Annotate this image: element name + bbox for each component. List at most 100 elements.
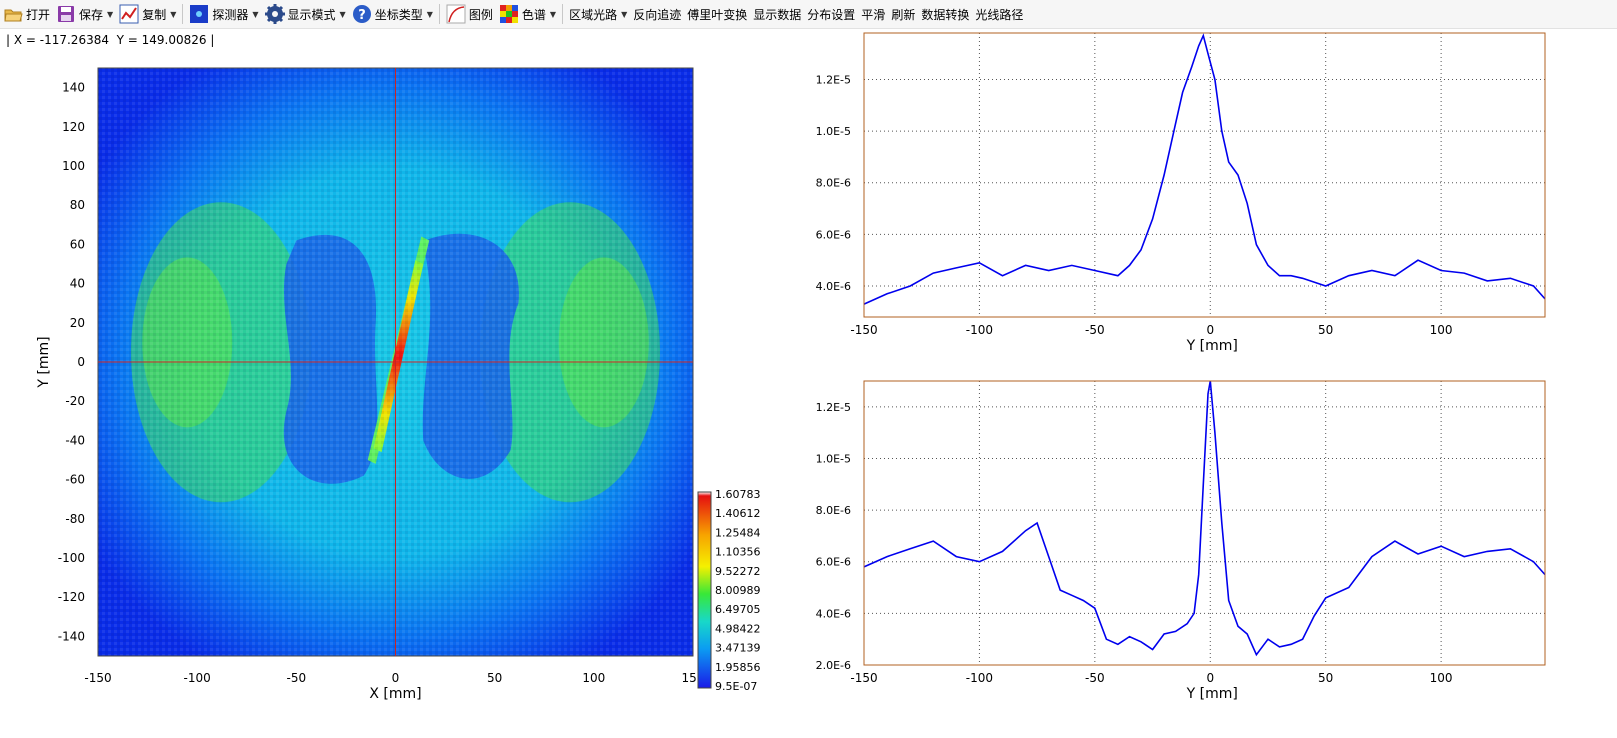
toolbar-button-11[interactable]: 显示数据 bbox=[750, 1, 804, 27]
detector-icon bbox=[189, 4, 209, 24]
toolbar-button-label: 数据转换 bbox=[921, 7, 970, 22]
y-tick-label: 8.0E-6 bbox=[816, 177, 851, 190]
colorbar-label: 4.98422E-06 bbox=[715, 622, 760, 635]
y-tick-label: 1.0E-5 bbox=[816, 125, 851, 138]
toolbar-button-5[interactable]: ? 坐标类型 ▼ bbox=[349, 1, 436, 27]
colorbar-label: 8.00989E-06 bbox=[715, 584, 760, 597]
y-tick-label: -120 bbox=[58, 590, 85, 604]
colorbar-label: 1.25484E-05 bbox=[715, 526, 760, 539]
plot-area bbox=[864, 381, 1545, 665]
y-tick-label: 8.0E-6 bbox=[816, 504, 851, 517]
y-tick-label: 2.0E-6 bbox=[816, 659, 851, 672]
toolbar-button-12[interactable]: 分布设置 bbox=[804, 1, 858, 27]
toolbar-button-label: 打开 bbox=[26, 7, 51, 22]
toolbar-button-15[interactable]: 数据转换 bbox=[918, 1, 972, 27]
toolbar-separator bbox=[438, 4, 440, 24]
toolbar-button-label: 傅里叶变换 bbox=[687, 7, 748, 22]
toolbar-button-label: 区域光路 bbox=[569, 7, 618, 22]
toolbar-button-label: 图例 bbox=[468, 7, 493, 22]
colorbar bbox=[697, 491, 712, 689]
colorbar-label: 1.95856E-06 bbox=[715, 661, 760, 674]
y-tick-label: 4.0E-6 bbox=[816, 280, 851, 293]
folder-open-icon bbox=[3, 4, 23, 24]
y-tick-label: 0 bbox=[77, 355, 85, 369]
x-tick-label: -150 bbox=[84, 671, 111, 685]
help-icon: ? bbox=[352, 4, 372, 24]
toolbar-button-4[interactable]: 显示模式 ▼ bbox=[262, 1, 349, 27]
dropdown-arrow-icon[interactable]: ▼ bbox=[170, 9, 177, 19]
dropdown-arrow-icon[interactable]: ▼ bbox=[339, 9, 346, 19]
copy-chart-icon bbox=[119, 4, 139, 24]
x-tick-label: 0 bbox=[392, 671, 400, 685]
y-tick-label: 4.0E-6 bbox=[816, 607, 851, 620]
toolbar-separator bbox=[182, 4, 184, 24]
toolbar-button-2[interactable]: 复制 ▼ bbox=[116, 1, 179, 27]
x-tick-label: -100 bbox=[966, 671, 993, 685]
x-tick-label: 0 bbox=[1206, 671, 1214, 685]
dropdown-arrow-icon[interactable]: ▼ bbox=[107, 9, 114, 19]
toolbar-button-8[interactable]: 区域光路 ▼ bbox=[566, 1, 630, 27]
gear-icon bbox=[264, 4, 285, 24]
x-tick-label: -50 bbox=[1085, 323, 1105, 337]
x-tick-label: -100 bbox=[966, 323, 993, 337]
colorbar-label: 9.5E-07 bbox=[715, 680, 757, 693]
x-tick-label: 50 bbox=[1318, 323, 1333, 337]
toolbar-button-label: 反向追迹 bbox=[633, 7, 682, 22]
plot-area bbox=[864, 33, 1545, 317]
toolbar-button-7[interactable]: 色谱 ▼ bbox=[496, 1, 559, 27]
toolbar-button-6[interactable]: 图例 bbox=[443, 1, 496, 27]
save-icon bbox=[56, 4, 76, 24]
toolbar-button-13[interactable]: 平滑 bbox=[858, 1, 888, 27]
x-tick-label: 100 bbox=[582, 671, 605, 685]
toolbar-button-label: 保存 bbox=[79, 7, 104, 22]
plot-frame bbox=[863, 32, 1546, 318]
toolbar-button-3[interactable]: 探测器 ▼ bbox=[186, 1, 261, 27]
y-tick-label: 80 bbox=[70, 198, 85, 212]
dropdown-arrow-icon[interactable]: ▼ bbox=[549, 9, 557, 19]
toolbar-button-10[interactable]: 傅里叶变换 bbox=[684, 1, 750, 27]
toolbar-button-label: 显示数据 bbox=[753, 7, 802, 22]
toolbar-button-label: 分布设置 bbox=[807, 7, 856, 22]
dropdown-arrow-icon[interactable]: ▼ bbox=[621, 9, 628, 19]
x-tick-label: -100 bbox=[184, 671, 211, 685]
legend-icon bbox=[446, 4, 466, 24]
profile-chart-top[interactable]: -150 -100 -50 0 50 100 4.0E-6 6.0E-6 8.0E-6 1.0E-… bbox=[800, 28, 1617, 368]
y-tick-label: 140 bbox=[62, 81, 85, 95]
colorbar-label: 9.52272E-06 bbox=[715, 565, 760, 578]
toolbar-button-label: 坐标类型 bbox=[374, 7, 423, 22]
profile-line bbox=[863, 380, 1546, 657]
y-tick-label: 1.2E-5 bbox=[816, 401, 851, 414]
colorbar-label: 1.40612E-05 bbox=[715, 507, 760, 520]
plot-frame bbox=[863, 380, 1546, 666]
toolbar-button-label: 光线路径 bbox=[975, 7, 1024, 22]
toolbar-button-0[interactable]: 打开 bbox=[0, 1, 53, 27]
y-tick-label: -140 bbox=[58, 629, 85, 643]
dropdown-arrow-icon[interactable]: ▼ bbox=[426, 9, 433, 19]
x-tick-label: 100 bbox=[1430, 323, 1453, 337]
x-tick-label: -50 bbox=[287, 671, 307, 685]
toolbar-button-label: 显示模式 bbox=[287, 7, 336, 22]
x-tick-label: -150 bbox=[850, 671, 877, 685]
x-axis-title: X [mm] bbox=[369, 686, 421, 702]
cursor-coordinates: | X = -117.26384 Y = 149.00826 | bbox=[6, 33, 215, 47]
color-spectrum-icon bbox=[499, 4, 519, 24]
dropdown-arrow-icon[interactable]: ▼ bbox=[252, 9, 259, 19]
toolbar-button-16[interactable]: 光线路径 bbox=[972, 1, 1026, 27]
x-tick-label: -150 bbox=[850, 323, 877, 337]
heatmap-panel[interactable]: -150 -100 -50 0 50 100 150140120100806040200-2… bbox=[0, 55, 760, 738]
x-axis-title: Y [mm] bbox=[1186, 686, 1238, 702]
colorbar-label: 1.10356E-05 bbox=[715, 546, 760, 559]
x-axis-title: Y [mm] bbox=[1186, 338, 1238, 354]
toolbar-button-9[interactable]: 反向追迹 bbox=[630, 1, 684, 27]
toolbar-button-label: 复制 bbox=[142, 7, 167, 22]
toolbar-button-14[interactable]: 刷新 bbox=[888, 1, 918, 27]
toolbar: 打开 保存 ▼ 复制 ▼ 探测器 ▼ 显示模式 ▼? 坐标类型 ▼ 图例 色谱 ▼ 区域光路 ▼ 反向追迹 傅里叶… bbox=[0, 0, 1617, 29]
x-tick-label: 100 bbox=[1430, 671, 1453, 685]
profile-chart-bottom[interactable]: -150 -100 -50 0 50 100 2.0E-6 4.0E-6 6.0E-6 8.0E-… bbox=[800, 370, 1617, 738]
toolbar-button-label: 平滑 bbox=[861, 7, 886, 22]
toolbar-button-label: 探测器 bbox=[212, 7, 249, 22]
toolbar-button-1[interactable]: 保存 ▼ bbox=[53, 1, 116, 27]
y-tick-label: 120 bbox=[62, 120, 85, 134]
profile-line bbox=[863, 33, 1546, 305]
x-tick-label: 50 bbox=[487, 671, 502, 685]
